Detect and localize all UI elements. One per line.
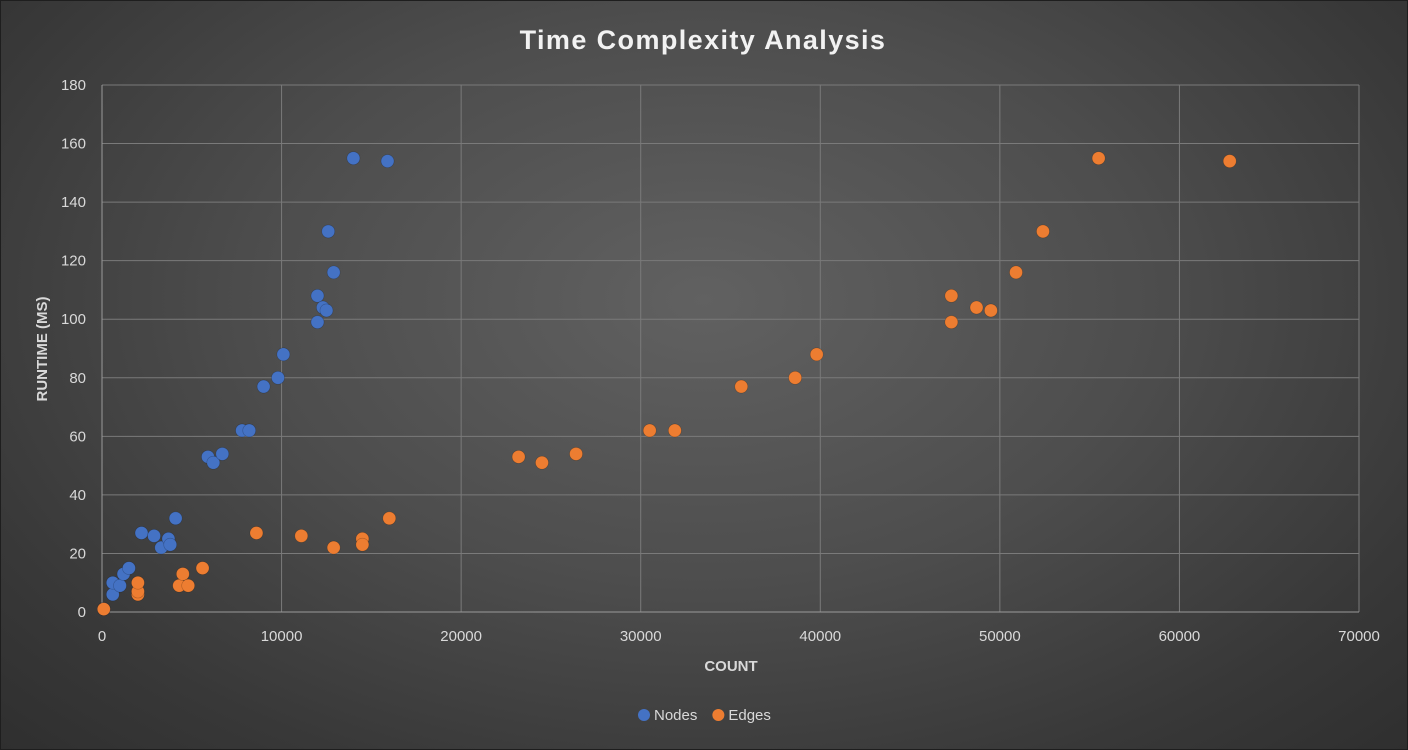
data-point-edges [195,561,210,575]
gridlines [101,84,1360,613]
data-point-edges [984,303,998,318]
data-point-nodes [310,288,325,303]
data-point-edges [1036,224,1050,239]
y-tick-label: 80 [69,370,86,387]
data-point-edges [944,315,959,329]
data-point-edges [176,567,190,581]
data-point-nodes [380,154,395,168]
y-tick-label: 180 [61,77,86,94]
x-tick-label: 60000 [1159,628,1201,645]
data-points [96,151,1237,616]
y-tick-label: 20 [69,545,86,562]
legend-label-nodes: Nodes [654,707,697,724]
y-tick-label: 60 [69,428,86,445]
legend-label-edges: Edges [728,707,771,724]
data-point-edges [96,602,111,616]
data-point-edges [969,300,984,315]
x-tick-label: 10000 [261,628,303,645]
data-point-nodes [163,537,178,552]
data-point-nodes [134,526,149,540]
y-tick-label: 40 [69,487,86,504]
legend-marker-nodes [638,709,650,721]
data-point-nodes [242,423,257,438]
x-tick-label: 70000 [1338,628,1380,645]
data-point-edges [181,578,195,593]
data-point-edges [294,529,309,543]
x-tick-label: 50000 [979,628,1021,645]
legend: Nodes Edges [638,707,771,724]
y-tick-label: 100 [61,311,86,328]
data-point-nodes [256,379,271,394]
y-tick-label: 120 [61,253,86,270]
data-point-edges [668,423,682,438]
data-point-edges [131,575,145,590]
data-point-nodes [271,370,285,385]
data-point-nodes [319,303,334,318]
data-point-edges [569,447,583,461]
data-point-nodes [326,265,341,280]
series-edges [96,151,1237,616]
data-point-edges [326,540,341,555]
data-point-edges [355,537,370,552]
data-point-edges [1222,154,1237,168]
y-tick-label: 0 [78,604,86,621]
data-point-edges [249,526,264,540]
data-point-nodes [215,447,230,461]
data-point-edges [382,511,397,526]
data-point-nodes [310,315,325,329]
tick-labels: 0 20 40 60 80 100 120 140 160 180 0 10000 20000 30000… [61,77,1380,645]
data-point-edges [1091,151,1106,165]
data-point-edges [809,347,824,362]
x-tick-label: 0 [98,628,106,645]
chart-title: Time Complexity Analysis [520,25,887,55]
y-tick-label: 160 [61,136,86,153]
x-tick-label: 30000 [620,628,662,645]
data-point-nodes [276,347,291,362]
data-point-nodes [122,561,136,575]
data-point-nodes [147,529,161,543]
data-point-nodes [206,455,221,470]
data-point-edges [642,423,657,438]
data-point-nodes [321,224,336,239]
data-point-nodes [168,511,183,526]
x-axis-title: COUNT [704,658,757,675]
data-point-edges [535,455,549,470]
y-axis-title: RUNTIME (MS) [34,297,51,402]
data-point-edges [734,379,749,394]
x-tick-label: 40000 [799,628,841,645]
series-nodes [96,151,395,616]
x-tick-label: 20000 [440,628,482,645]
data-point-edges [944,288,959,303]
data-point-nodes [113,578,127,593]
legend-marker-edges [712,709,725,721]
data-point-edges [788,370,802,385]
y-tick-label: 140 [61,194,86,211]
data-point-nodes [346,151,361,165]
data-point-edges [1009,265,1023,280]
data-point-edges [511,450,526,464]
